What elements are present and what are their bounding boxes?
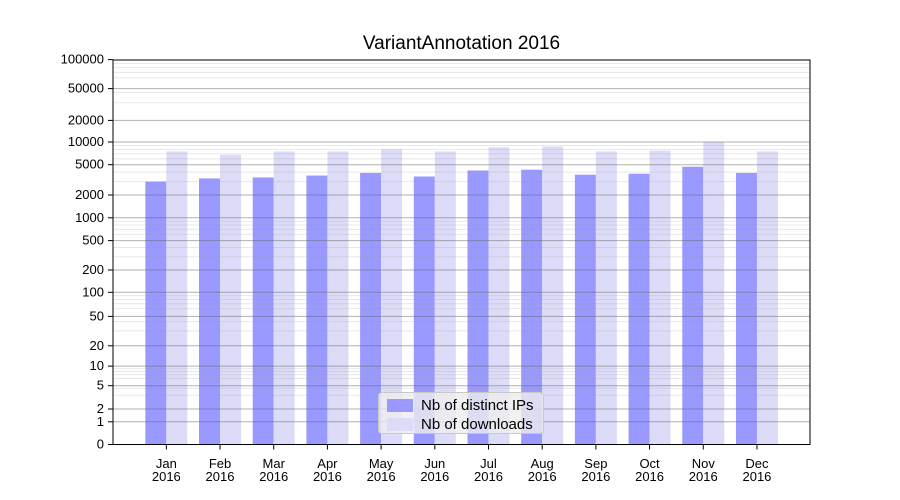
svg-text:20000: 20000 [68,112,104,127]
svg-text:VariantAnnotation 2016: VariantAnnotation 2016 [363,33,560,54]
svg-text:2016: 2016 [313,469,342,484]
svg-text:50: 50 [90,308,104,323]
svg-text:500: 500 [82,233,104,248]
svg-text:10: 10 [90,358,104,373]
svg-text:2016: 2016 [367,469,396,484]
svg-text:2016: 2016 [420,469,449,484]
svg-text:50000: 50000 [68,81,104,96]
svg-text:2000: 2000 [75,187,104,202]
svg-text:2016: 2016 [742,469,771,484]
svg-text:1: 1 [97,414,104,429]
svg-text:20: 20 [90,338,104,353]
svg-text:0: 0 [97,437,104,452]
svg-text:2016: 2016 [152,469,181,484]
svg-text:2016: 2016 [581,469,610,484]
svg-text:2016: 2016 [206,469,235,484]
svg-text:2016: 2016 [689,469,718,484]
svg-text:2016: 2016 [528,469,557,484]
svg-text:5: 5 [97,378,104,393]
svg-text:200: 200 [82,262,104,277]
svg-text:5000: 5000 [75,157,104,172]
svg-text:2016: 2016 [635,469,664,484]
svg-text:2016: 2016 [474,469,503,484]
svg-text:100: 100 [82,284,104,299]
svg-text:100000: 100000 [61,52,104,67]
svg-text:10000: 10000 [68,134,104,149]
svg-text:2016: 2016 [259,469,288,484]
svg-text:1000: 1000 [75,210,104,225]
